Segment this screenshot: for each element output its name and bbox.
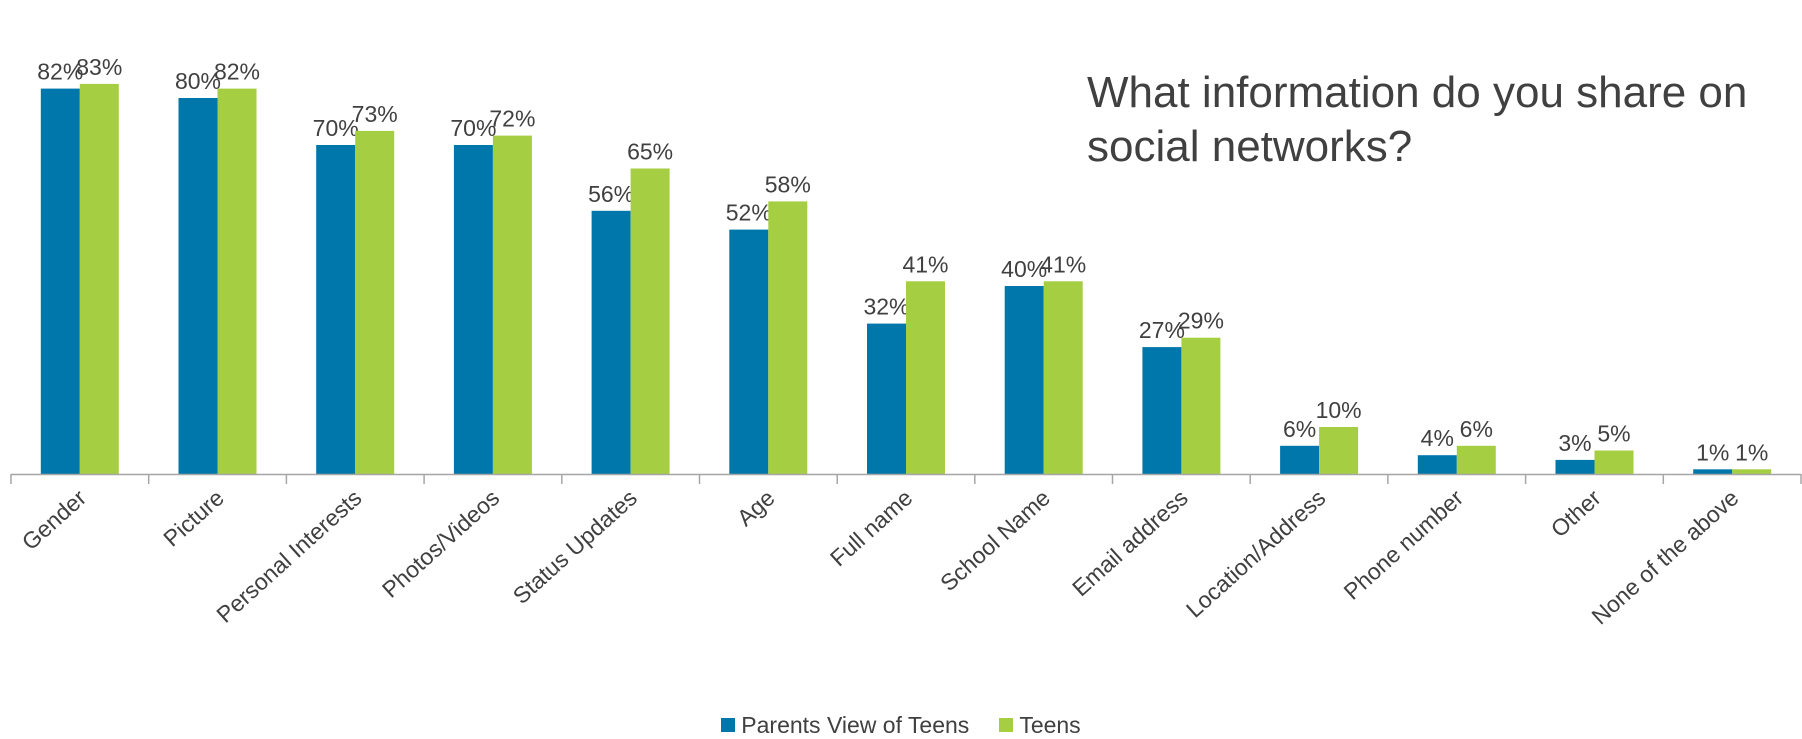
data-label: 70%	[313, 115, 359, 141]
bar-teens	[768, 201, 808, 474]
x-tick-label: Phone number	[1339, 484, 1469, 605]
data-label: 80%	[175, 68, 221, 94]
x-tick-label: Email address	[1067, 484, 1193, 601]
data-label: 65%	[627, 139, 673, 165]
data-label: 6%	[1460, 416, 1493, 442]
data-label: 82%	[214, 59, 260, 85]
data-label: 82%	[37, 59, 83, 85]
bar-parents	[867, 323, 906, 474]
chart-title: What information do you share on social …	[1087, 68, 1748, 171]
bar-parents	[591, 210, 631, 475]
legend: Parents View of Teens Teens	[0, 712, 1802, 738]
bar-teens	[1594, 450, 1634, 474]
data-label: 27%	[1139, 317, 1185, 343]
bar-teens	[1732, 469, 1772, 474]
data-label: 29%	[1178, 308, 1224, 334]
bar-parents	[1142, 347, 1182, 474]
bar-parents	[1693, 469, 1733, 474]
data-label: 3%	[1558, 430, 1591, 456]
bar-parents	[729, 229, 769, 474]
bar-teens	[1319, 427, 1359, 474]
x-tick-label: Location/Address	[1181, 484, 1330, 622]
bar-parents	[1280, 445, 1320, 474]
legend-item-teens: Teens	[999, 711, 1081, 739]
data-label: 10%	[1316, 397, 1362, 423]
data-label: 56%	[588, 181, 634, 207]
data-label: 1%	[1735, 439, 1768, 465]
bar-teens	[1181, 337, 1221, 474]
data-label: 52%	[726, 200, 772, 226]
legend-item-parents: Parents View of Teens	[721, 712, 969, 739]
bar-teens	[355, 130, 395, 474]
bar-parents	[40, 88, 80, 474]
bar-parents	[453, 145, 493, 474]
bar-parents	[178, 98, 218, 474]
x-tick-label: Personal Interests	[211, 484, 366, 627]
data-label: 70%	[450, 115, 496, 141]
bar-teens	[1456, 445, 1496, 474]
bar-parents	[1417, 455, 1457, 474]
bar-teens	[1043, 281, 1083, 474]
data-label: 6%	[1283, 416, 1316, 442]
bar-teens	[79, 83, 119, 475]
legend-label-parents: Parents View of Teens	[741, 711, 970, 738]
bar-parents	[316, 145, 356, 474]
legend-label-teens: Teens	[1019, 711, 1081, 738]
bar-teens	[906, 281, 945, 474]
legend-swatch-parents	[721, 718, 736, 732]
bar-teens	[630, 168, 670, 474]
data-label: 1%	[1696, 439, 1729, 465]
data-label: 73%	[352, 101, 398, 127]
x-tick-label: Age	[732, 484, 780, 531]
x-tick-label: Other	[1546, 484, 1606, 542]
x-tick-label: School Name	[935, 484, 1055, 596]
data-label: 72%	[489, 106, 535, 132]
data-label: 40%	[1001, 256, 1047, 282]
x-tick-label: Gender	[17, 484, 92, 555]
data-label: 41%	[1040, 251, 1086, 277]
x-tick-label: Picture	[158, 484, 229, 551]
data-label: 32%	[863, 294, 909, 320]
data-label: 5%	[1597, 421, 1630, 447]
x-tick-label: Status Updates	[508, 484, 642, 609]
bar-parents	[1004, 286, 1044, 474]
data-label: 83%	[76, 54, 122, 80]
x-tick-label: Photos/Videos	[377, 484, 504, 602]
legend-swatch-teens	[999, 718, 1014, 732]
data-label: 41%	[902, 251, 948, 277]
bar-teens	[492, 135, 532, 474]
data-label: 4%	[1421, 425, 1454, 451]
bar-parents	[1555, 459, 1595, 474]
x-tick-label: None of the above	[1586, 484, 1743, 629]
data-label: 58%	[765, 171, 811, 197]
x-tick-label: Full name	[825, 484, 917, 571]
bar-teens	[217, 88, 257, 474]
